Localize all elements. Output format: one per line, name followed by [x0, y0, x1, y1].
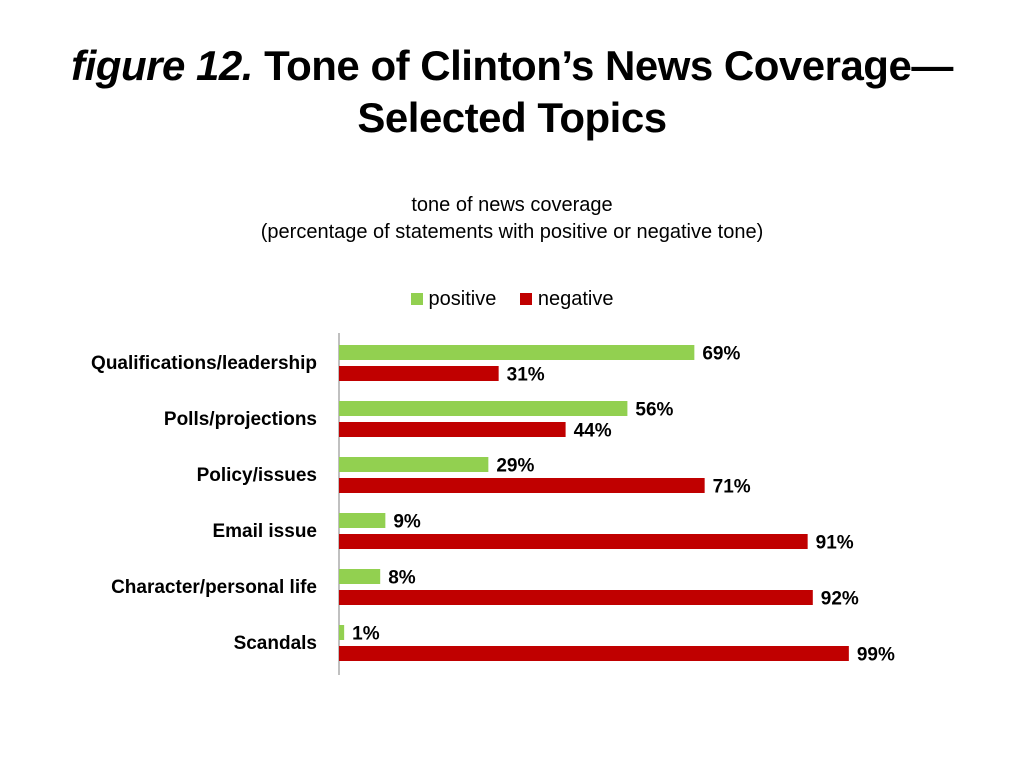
category-label-policy-issues: Policy/issues — [197, 465, 317, 486]
chart-title: figure 12. Tone of Clinton’s News Covera… — [20, 40, 1004, 144]
legend-swatch-positive — [410, 293, 423, 305]
data-label-positive-character-personal-life: 8% — [388, 568, 416, 589]
bar-positive-email-issue — [339, 513, 386, 528]
legend: positive negative — [0, 288, 1024, 311]
data-label-negative-character-personal-life: 92% — [821, 589, 859, 610]
subtitle-line2: (percentage of statements with positive … — [260, 221, 764, 243]
category-label-email-issue: Email issue — [212, 521, 317, 542]
data-label-positive-polls-projections: 56% — [635, 400, 673, 421]
data-label-positive-qualifications-leadership: 69% — [702, 344, 740, 365]
legend-item-negative: negative — [519, 288, 614, 311]
bar-negative-email-issue — [339, 534, 808, 549]
bar-positive-character-personal-life — [339, 569, 381, 584]
bar-negative-qualifications-leadership — [339, 366, 499, 381]
subtitle-line1: tone of news coverage — [411, 194, 613, 216]
data-label-negative-policy-issues: 71% — [713, 477, 751, 498]
category-label-qualifications-leadership: Qualifications/leadership — [91, 353, 317, 374]
bar-negative-polls-projections — [339, 422, 566, 437]
data-label-negative-qualifications-leadership: 31% — [507, 365, 545, 386]
figure-prefix: figure 12. — [71, 42, 253, 89]
data-label-negative-email-issue: 91% — [816, 533, 854, 554]
legend-label-positive: positive — [428, 288, 497, 310]
bar-positive-scandals — [339, 625, 345, 640]
legend-item-positive: positive — [410, 288, 497, 311]
legend-label-negative: negative — [537, 288, 614, 310]
bar-positive-qualifications-leadership — [339, 345, 695, 360]
category-label-character-personal-life: Character/personal life — [111, 577, 317, 598]
bar-negative-scandals — [339, 646, 849, 661]
chart-subtitle: tone of news coverage (percentage of sta… — [0, 192, 1024, 246]
data-label-negative-polls-projections: 44% — [574, 421, 612, 442]
data-label-positive-scandals: 1% — [352, 624, 380, 645]
data-label-positive-policy-issues: 29% — [496, 456, 534, 477]
bar-negative-policy-issues — [339, 478, 705, 493]
category-label-scandals: Scandals — [234, 633, 317, 654]
legend-swatch-negative — [519, 293, 532, 305]
title-line1: Tone of Clinton’s News Coverage— — [264, 42, 953, 89]
title-line2: Selected Topics — [357, 94, 667, 141]
category-label-polls-projections: Polls/projections — [164, 409, 317, 430]
bar-positive-policy-issues — [339, 457, 489, 472]
bar-positive-polls-projections — [339, 401, 628, 416]
bar-negative-character-personal-life — [339, 590, 813, 605]
data-label-positive-email-issue: 9% — [393, 512, 421, 533]
data-label-negative-scandals: 99% — [857, 645, 895, 666]
